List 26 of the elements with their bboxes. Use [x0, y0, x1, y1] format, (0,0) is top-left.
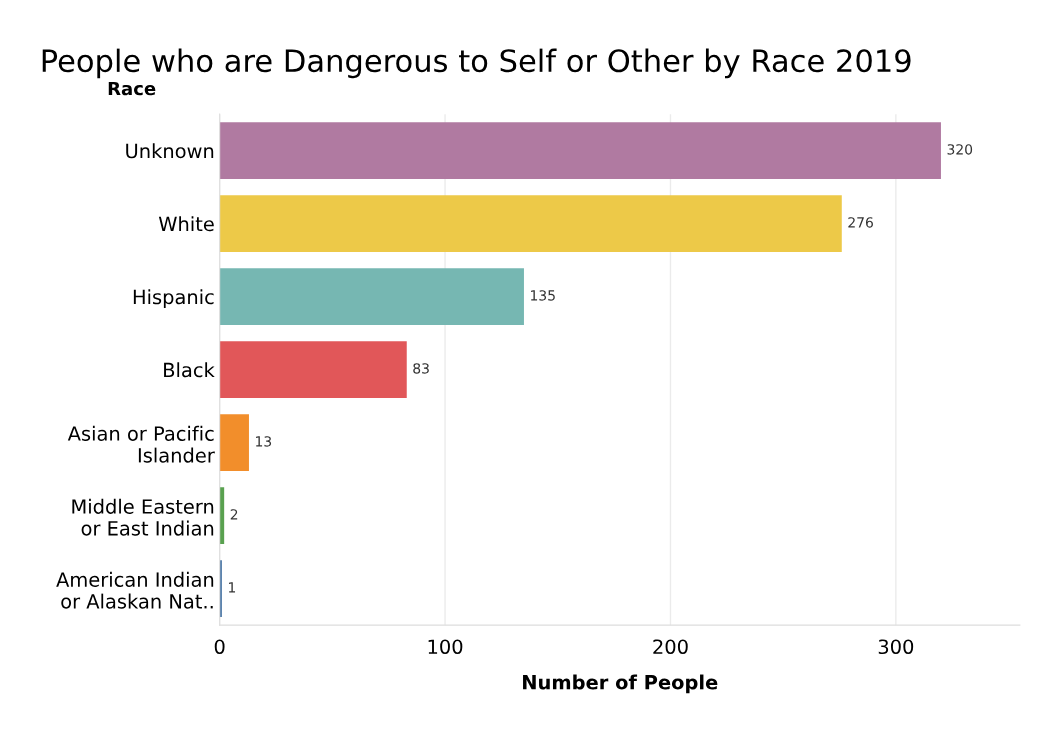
- bar: [219, 195, 842, 253]
- bar: [219, 268, 524, 326]
- x-tick-label: 200: [653, 639, 688, 655]
- data-label: 320: [947, 144, 973, 155]
- bar: [219, 122, 941, 180]
- bar: [219, 414, 249, 472]
- x-tick-label: 0: [214, 639, 225, 655]
- data-label: 1: [229, 582, 236, 593]
- y-tick-label: Hispanic: [133, 289, 214, 309]
- x-axis-title: Number of People: [523, 674, 718, 694]
- data-label: 2: [230, 509, 238, 520]
- y-tick-label: American Indian or Alaskan Nat..: [56, 571, 214, 609]
- y-tick-label: Black: [164, 362, 215, 378]
- y-tick-label: Middle Eastern or East Indian: [72, 498, 214, 536]
- data-label: 276: [848, 217, 873, 228]
- data-label: 13: [256, 436, 272, 447]
- x-tick-label: 300: [878, 639, 914, 655]
- y-axis-title: Race: [108, 81, 156, 96]
- x-tick-label: 100: [428, 639, 463, 655]
- data-label: 135: [531, 290, 555, 301]
- bar: [219, 341, 407, 399]
- y-tick-label: White: [158, 216, 214, 232]
- chart-title: People who are Dangerous to Self or Other by Race 2019: [42, 48, 911, 79]
- y-tick-label: Asian or Pacific Islander: [67, 425, 215, 463]
- data-label: 83: [413, 363, 429, 374]
- y-tick-label: Unknown: [126, 143, 214, 159]
